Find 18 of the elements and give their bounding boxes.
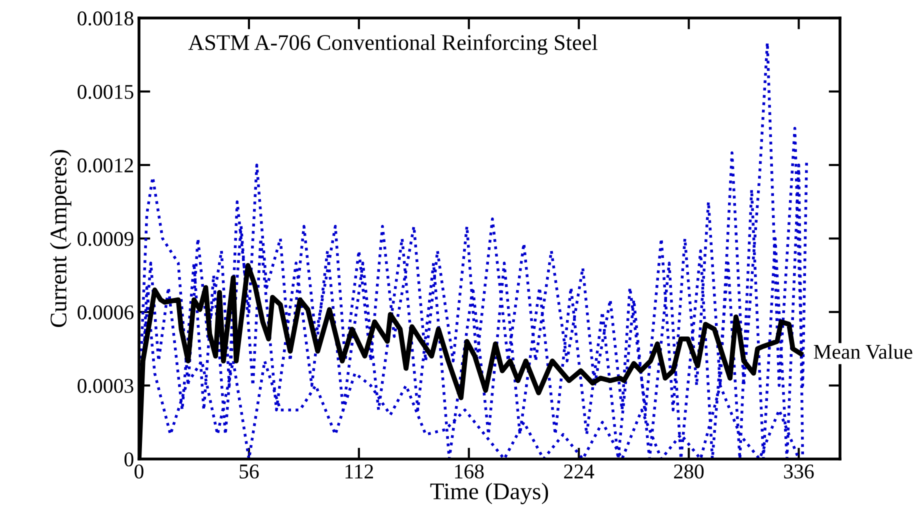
x-tick-label: 336 [784, 464, 814, 479]
y-tick-label: 0.0012 [78, 158, 133, 173]
y-tick-label: 0.0015 [78, 84, 134, 100]
x-tick-label: 224 [564, 464, 594, 478]
x-tick-label: 112 [346, 464, 374, 478]
y-tick-label: 0.0009 [78, 232, 134, 246]
x-axis-title: Time (Days) [430, 482, 548, 504]
y-tick-label: 0.0003 [78, 378, 134, 394]
x-tick-label: 56 [240, 464, 259, 479]
x-tick-label: 0 [134, 464, 144, 479]
y-tick-label: 0 [124, 452, 134, 466]
x-tick-label: 168 [455, 464, 484, 479]
y-tick-label: 0.0018 [78, 11, 134, 26]
y-axis-title: Current (Amperes) [50, 150, 72, 328]
x-tick-label: 280 [674, 464, 704, 479]
y-tick-label: 0.0006 [78, 305, 134, 320]
text: ASTM A-706 Conventional Reinforcing Steel [188, 34, 598, 55]
annotation: Mean Value [814, 344, 912, 359]
